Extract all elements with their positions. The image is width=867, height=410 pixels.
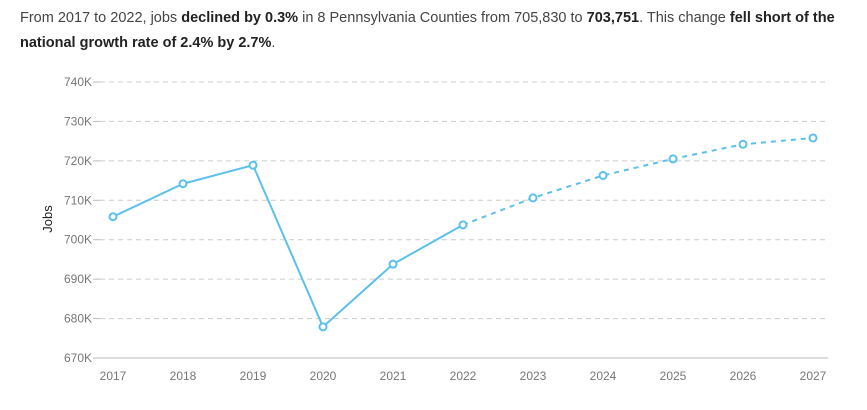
data-point[interactable] [738,139,748,149]
summary-emphasis-decline: declined by 0.3% [181,10,299,26]
y-tick-label: 720K [64,154,92,168]
summary-part: From 2017 to 2022, jobs [20,10,182,26]
y-tick-label: 680K [64,312,92,326]
x-axis-ticks: 2017 2018 2019 2020 2021 2022 2023 2024 2025 2026… [100,369,827,383]
historical-line [112,164,464,328]
series-lines [112,136,814,328]
x-tick-label: 2026 [730,369,757,383]
summary-part: . This change [639,10,730,26]
projection-line [462,136,814,226]
x-tick-label: 2025 [660,369,687,383]
y-axis-label: Jobs [40,205,55,233]
data-point[interactable] [108,212,118,222]
y-tick-label: 730K [64,114,92,128]
x-tick-label: 2022 [450,369,477,383]
y-tick-label: 740K [64,75,92,89]
data-point[interactable] [388,259,398,269]
data-point[interactable] [668,154,678,164]
x-tick-label: 2018 [170,369,197,383]
data-point[interactable] [178,179,188,189]
x-tick-label: 2027 [800,369,827,383]
data-points [108,133,818,332]
data-point[interactable] [318,322,328,332]
y-tick-label: 690K [64,272,92,286]
x-tick-label: 2019 [240,369,267,383]
y-tick-label: 700K [64,233,92,247]
data-point[interactable] [458,220,468,230]
summary-part: in 8 Pennsylvania Counties from 705,830 … [298,10,587,26]
data-point[interactable] [528,193,538,203]
data-point[interactable] [598,170,608,180]
x-tick-label: 2020 [310,369,337,383]
summary-text: From 2017 to 2022, jobs declined by 0.3%… [20,6,850,56]
y-axis-ticks: 670K 680K 690K 700K 710K 720K 730K 740K [64,75,92,365]
x-tick-label: 2017 [100,369,127,383]
x-tick-label: 2024 [590,369,617,383]
data-point[interactable] [808,133,818,143]
x-tick-label: 2023 [520,369,547,383]
data-point[interactable] [248,160,258,170]
y-tick-label: 670K [64,351,92,365]
gridlines [93,81,828,359]
y-tick-label: 710K [64,193,92,207]
x-tick-label: 2021 [380,369,407,383]
summary-emphasis-value: 703,751 [586,10,640,26]
summary-emphasis-comparison: fell short of the national growth rate o… [20,10,835,51]
summary-part: . [271,35,276,51]
